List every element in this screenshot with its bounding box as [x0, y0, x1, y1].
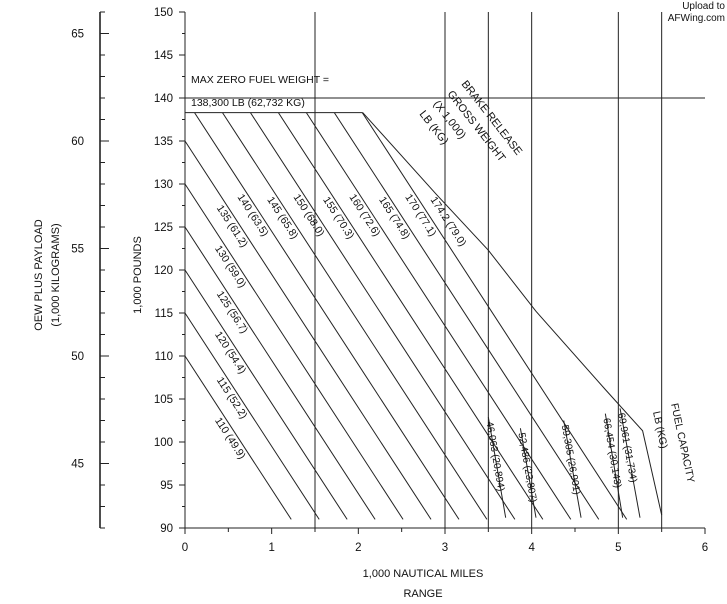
fuel-capacity-header-0: FUEL CAPACITY	[668, 402, 697, 484]
x-axis-label: 1,000 NAUTICAL MILES	[363, 568, 484, 580]
x-tick-label-6: 6	[702, 542, 708, 554]
gross-weight-line-170	[361, 112, 628, 520]
gross-weight-line-140	[194, 112, 460, 520]
gross-weight-line-155	[277, 112, 544, 520]
fuel-capacity-line-1	[519, 428, 537, 518]
fuel-capacity-line-2	[563, 420, 582, 518]
gross-weight-label-115: 115 (52.2)	[214, 375, 250, 421]
gross-weight-line-160	[305, 112, 572, 520]
y-tick-label-115: 115	[155, 308, 173, 320]
x-tick-label-4: 4	[528, 542, 535, 554]
kg-tick-label-50: 50	[71, 351, 84, 363]
gross-weight-line-110	[184, 355, 292, 520]
x-tick-label-5: 5	[615, 542, 621, 554]
fuel-capacity-line-0	[487, 416, 507, 518]
watermark-line-1: Upload to	[682, 1, 725, 12]
y-tick-label-95: 95	[160, 480, 173, 492]
gross-weight-line-125	[184, 226, 376, 520]
fuel-capacity-line-3	[604, 413, 624, 518]
watermark: Upload to AFWing.com	[668, 1, 725, 25]
y-tick-label-125: 125	[154, 222, 173, 234]
x-tick-label-1: 1	[268, 542, 274, 554]
gross-weight-line-120	[184, 269, 348, 520]
y-tick-label-150: 150	[154, 7, 173, 19]
gross-weight-line-130	[184, 183, 404, 520]
kg-tick-label-65: 65	[71, 29, 84, 41]
kg-tick-label-45: 45	[71, 459, 84, 471]
y-tick-label-135: 135	[154, 136, 173, 148]
x-tick-label-2: 2	[355, 542, 361, 554]
y-tick-label-145: 145	[154, 50, 173, 62]
y-tick-label-110: 110	[155, 351, 173, 363]
x-tick-label-3: 3	[442, 542, 448, 554]
fuel-capacity-label-1: 52,486 (23,807)	[515, 432, 538, 503]
x-axis-sublabel: RANGE	[403, 588, 442, 600]
left-axis-sublabel: (1,000 KILOGRAMS)	[50, 223, 62, 326]
max-zfw-label-line-2: 138,300 LB (62,732 KG)	[191, 97, 305, 109]
y-tick-label-120: 120	[154, 265, 173, 277]
y-tick-label-130: 130	[154, 179, 173, 191]
gross-weight-line-135	[184, 140, 432, 520]
y-tick-label-105: 105	[154, 394, 173, 406]
y-axis-label: 1,000 POUNDS	[132, 236, 144, 314]
fuel-capacity-label-0: 46,063 (20,894)	[483, 421, 506, 492]
envelope-boundary	[362, 112, 663, 516]
gross-weight-line-145	[222, 112, 488, 520]
grid-lines	[185, 12, 705, 528]
left-axis-label: OEW PLUS PAYLOAD	[33, 219, 45, 331]
max-zfw-label-line-1: MAX ZERO FUEL WEIGHT =	[191, 74, 329, 86]
watermark-line-2: AFWing.com	[667, 13, 725, 24]
chart-labels: 1,000 NAUTICAL MILES RANGE 1,000 POUNDS …	[33, 74, 697, 600]
fuel-capacity-lines	[487, 408, 641, 518]
fuel-capacity-label-2: 59,305 (26,901)	[559, 424, 582, 495]
gross-weight-label-125: 125 (56.7)	[214, 289, 250, 336]
fuel-capacity-header-1: LB (KG)	[650, 410, 670, 450]
y-tick-label-140: 140	[154, 93, 173, 105]
gross-weight-label-120: 120 (54.4)	[212, 329, 248, 376]
kg-tick-label-60: 60	[71, 136, 84, 148]
gross-weight-line-150	[250, 112, 516, 520]
gross-weight-label-130: 130 (59.0)	[212, 243, 248, 290]
fuel-capacity-line-4	[619, 408, 641, 518]
kg-tick-label-55: 55	[71, 244, 84, 256]
x-tick-label-0: 0	[182, 542, 188, 554]
y-tick-label-100: 100	[154, 437, 173, 449]
y-tick-label-90: 90	[160, 523, 173, 535]
gross-weight-lines	[184, 112, 663, 520]
gross-weight-line-115	[184, 312, 320, 520]
gross-weight-line-165	[333, 112, 600, 520]
gross-weight-label-110: 110 (49.9)	[212, 415, 248, 461]
